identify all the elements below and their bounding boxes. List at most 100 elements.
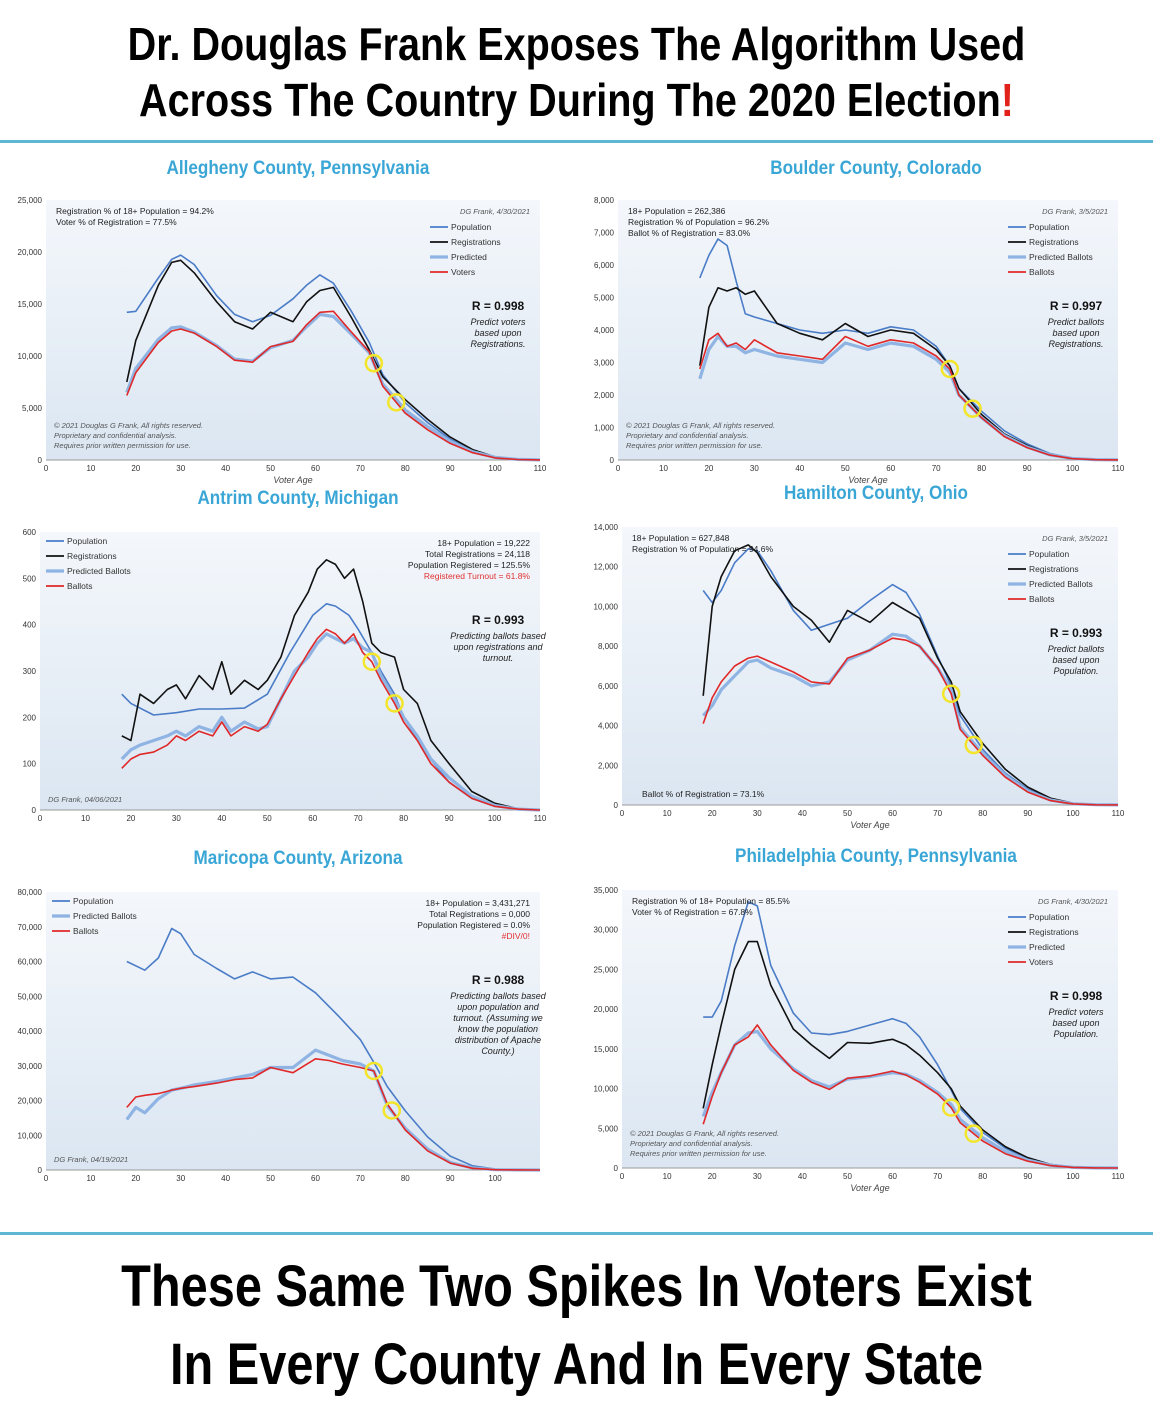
series-line-population bbox=[699, 238, 1119, 461]
legend-entry: Predicted Ballots bbox=[1029, 579, 1093, 589]
series-line-population bbox=[702, 548, 1119, 806]
x-tick-label: 90 bbox=[446, 464, 455, 473]
x-tick-label: 40 bbox=[798, 809, 807, 818]
chart-panel-antrim-county-michigan: Antrim County, Michigan 0 100 200 300 400 500 6… bbox=[10, 488, 586, 858]
x-tick-label: 0 bbox=[620, 809, 625, 818]
x-tick-label: 50 bbox=[841, 464, 850, 473]
stat-line: 18+ Population = 19,222 bbox=[437, 538, 530, 548]
method-note: turnout. (Assuming we bbox=[453, 1013, 543, 1023]
y-tick-label: 3,000 bbox=[594, 359, 615, 368]
highlight-circle bbox=[964, 1124, 983, 1143]
x-tick-label: 0 bbox=[44, 1174, 49, 1183]
x-tick-label: 20 bbox=[704, 464, 713, 473]
y-tick-label: 12,000 bbox=[594, 563, 619, 572]
y-tick-label: 8,000 bbox=[594, 196, 615, 205]
plot-area bbox=[46, 892, 540, 1170]
x-tick-label: 20 bbox=[131, 1174, 140, 1183]
stat-line: Population Registered = 0.0% bbox=[417, 920, 530, 930]
y-tick-label: 2,000 bbox=[594, 391, 615, 400]
highlight-circle bbox=[382, 1101, 402, 1120]
x-axis-label: Voter Age bbox=[850, 1183, 889, 1193]
chart-title: Allegheny County, Pennsylvania bbox=[166, 158, 430, 179]
legend-entry: Ballots bbox=[73, 926, 99, 936]
chart-title: Maricopa County, Arizona bbox=[193, 848, 403, 869]
copyright-line: © 2021 Douglas G Frank, All rights reser… bbox=[54, 421, 203, 430]
copyright-line: Proprietary and confidential analysis. bbox=[626, 431, 749, 440]
x-tick-label: 20 bbox=[708, 809, 717, 818]
x-tick-label: 90 bbox=[1023, 464, 1032, 473]
copyright-line: Requires prior written permission for us… bbox=[54, 441, 191, 450]
headline-line-2-text: Across The Country During The 2020 Elect… bbox=[139, 74, 1001, 126]
x-tick-label: 60 bbox=[308, 814, 317, 823]
series-line-registrations bbox=[126, 259, 541, 461]
legend-entry: Population bbox=[451, 222, 491, 232]
author-stamp: DG Frank, 3/5/2021 bbox=[1042, 534, 1108, 543]
chart-title: Philadelphia County, Pennsylvania bbox=[735, 846, 1017, 867]
legend-entry: Ballots bbox=[67, 581, 93, 591]
x-tick-label: 100 bbox=[1066, 464, 1080, 473]
x-tick-label: 100 bbox=[488, 1174, 502, 1183]
y-tick-label: 7,000 bbox=[594, 229, 615, 238]
y-tick-label: 0 bbox=[32, 806, 37, 815]
plot-area bbox=[46, 200, 540, 460]
method-note: Predict ballots bbox=[1048, 317, 1105, 327]
x-tick-label: 10 bbox=[86, 464, 95, 473]
y-tick-label: 10,000 bbox=[594, 602, 619, 611]
r-value: R = 0.998 bbox=[1050, 989, 1103, 1003]
x-tick-label: 30 bbox=[753, 809, 762, 818]
y-tick-label: 6,000 bbox=[594, 261, 615, 270]
legend-entry: Population bbox=[1029, 549, 1069, 559]
author-stamp: DG Frank, 4/30/2021 bbox=[460, 207, 530, 216]
legend-entry: Ballots bbox=[1029, 594, 1055, 604]
stat-line: 18+ Population = 3,431,271 bbox=[426, 898, 531, 908]
method-note: based upon bbox=[1052, 655, 1099, 665]
y-tick-label: 25,000 bbox=[18, 196, 43, 205]
method-note: County.) bbox=[481, 1046, 514, 1056]
y-tick-label: 15,000 bbox=[594, 1045, 619, 1054]
x-tick-label: 0 bbox=[620, 1172, 625, 1181]
r-value: R = 0.988 bbox=[472, 973, 525, 987]
legend-entry: Voters bbox=[1029, 957, 1053, 967]
x-tick-label: 40 bbox=[221, 1174, 230, 1183]
y-tick-label: 70,000 bbox=[18, 923, 43, 932]
y-tick-label: 5,000 bbox=[22, 404, 43, 413]
x-tick-label: 30 bbox=[176, 464, 185, 473]
stat-line: Voter % of Registration = 67.8% bbox=[632, 907, 753, 917]
method-note: Predict voters bbox=[1048, 1007, 1104, 1017]
y-tick-label: 30,000 bbox=[594, 926, 619, 935]
method-note: based upon bbox=[1052, 1018, 1099, 1028]
chart-panel-boulder-county-colorado: Boulder County, Colorado 0 1,000 2,000 3,000… bbox=[588, 158, 1153, 528]
highlight-circle bbox=[941, 684, 961, 704]
stat-line: 18+ Population = 262,386 bbox=[628, 206, 726, 216]
y-tick-label: 20,000 bbox=[18, 1097, 43, 1106]
x-tick-label: 0 bbox=[616, 464, 621, 473]
highlight-circle bbox=[364, 354, 384, 373]
x-tick-label: 90 bbox=[1023, 809, 1032, 818]
method-note: Population. bbox=[1053, 1029, 1098, 1039]
x-tick-label: 60 bbox=[311, 464, 320, 473]
author-stamp: DG Frank, 3/5/2021 bbox=[1042, 207, 1108, 216]
series-line-predicted-ballots bbox=[120, 632, 541, 812]
method-note: Registrations. bbox=[470, 339, 525, 349]
y-tick-label: 14,000 bbox=[594, 523, 619, 532]
y-tick-label: 10,000 bbox=[18, 352, 43, 361]
r-value: R = 0.997 bbox=[1050, 299, 1103, 313]
x-tick-label: 90 bbox=[446, 1174, 455, 1183]
chart-title: Boulder County, Colorado bbox=[770, 158, 982, 179]
x-axis-label: Voter Age bbox=[850, 820, 889, 830]
method-note: Predicting ballots based bbox=[450, 991, 547, 1001]
x-tick-label: 80 bbox=[978, 1172, 987, 1181]
x-tick-label: 70 bbox=[933, 809, 942, 818]
x-tick-label: 60 bbox=[886, 464, 895, 473]
chart-svg: 0 5,000 10,000 15,000 20,000 25,000 0 10 20 30 40 5… bbox=[18, 196, 547, 485]
legend-entry: Registrations bbox=[1029, 564, 1079, 574]
chart-panel-maricopa-county-arizona: Maricopa County, Arizona 0 10,000 20,000 30,… bbox=[10, 848, 586, 1218]
legend-entry: Registrations bbox=[1029, 237, 1079, 247]
y-tick-label: 8,000 bbox=[598, 642, 619, 651]
x-tick-label: 90 bbox=[445, 814, 454, 823]
y-tick-label: 35,000 bbox=[594, 886, 619, 895]
highlight-circle bbox=[362, 652, 382, 671]
y-tick-label: 300 bbox=[23, 667, 37, 676]
y-tick-label: 500 bbox=[23, 574, 37, 583]
y-tick-label: 6,000 bbox=[598, 682, 619, 691]
